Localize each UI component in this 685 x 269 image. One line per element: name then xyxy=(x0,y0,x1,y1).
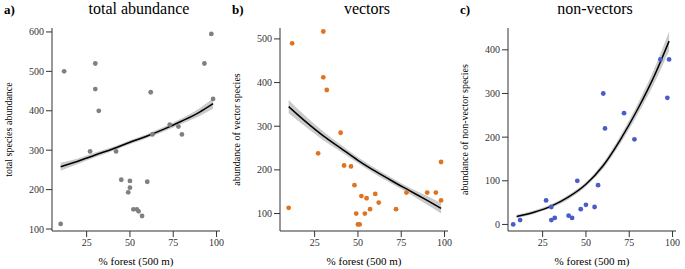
svg-text:400: 400 xyxy=(485,44,500,55)
svg-text:100: 100 xyxy=(485,175,500,186)
svg-text:500: 500 xyxy=(257,33,272,44)
svg-text:25: 25 xyxy=(538,237,548,248)
svg-text:% forest (500 m): % forest (500 m) xyxy=(327,255,402,267)
svg-text:total species abundance: total species abundance xyxy=(3,82,14,177)
svg-text:200: 200 xyxy=(29,184,44,195)
svg-text:abundance of vector species: abundance of vector species xyxy=(231,73,242,186)
svg-text:75: 75 xyxy=(396,237,406,248)
svg-text:300: 300 xyxy=(257,121,272,132)
svg-text:100: 100 xyxy=(209,237,224,248)
svg-text:300: 300 xyxy=(29,145,44,156)
svg-text:75: 75 xyxy=(624,237,634,248)
svg-text:25: 25 xyxy=(310,237,320,248)
html-text:total abundance: total abundance xyxy=(88,0,190,17)
html-text:a): a) xyxy=(4,2,15,17)
svg-text:50: 50 xyxy=(581,237,591,248)
svg-text:600: 600 xyxy=(29,26,44,37)
svg-text:300: 300 xyxy=(485,88,500,99)
html-text:vectors: vectors xyxy=(343,0,391,17)
svg-text:0: 0 xyxy=(495,219,500,230)
svg-text:25: 25 xyxy=(82,237,92,248)
svg-text:100: 100 xyxy=(257,208,272,219)
svg-text:400: 400 xyxy=(29,105,44,116)
html-text:non-vectors: non-vectors xyxy=(557,0,633,17)
svg-text:400: 400 xyxy=(257,77,272,88)
html-text:b): b) xyxy=(232,2,244,17)
svg-text:100: 100 xyxy=(437,237,452,248)
svg-text:200: 200 xyxy=(257,164,272,175)
svg-text:200: 200 xyxy=(485,132,500,143)
svg-text:100: 100 xyxy=(29,224,44,235)
svg-text:500: 500 xyxy=(29,66,44,77)
html-text:c): c) xyxy=(460,2,471,17)
svg-text:abundance of non-vector specie: abundance of non-vector species xyxy=(459,64,470,195)
svg-text:100: 100 xyxy=(665,237,680,248)
svg-text:75: 75 xyxy=(168,237,178,248)
svg-text:% forest (500 m): % forest (500 m) xyxy=(99,255,174,267)
svg-text:50: 50 xyxy=(125,237,135,248)
svg-text:50: 50 xyxy=(353,237,363,248)
svg-text:% forest (500 m): % forest (500 m) xyxy=(555,255,630,267)
